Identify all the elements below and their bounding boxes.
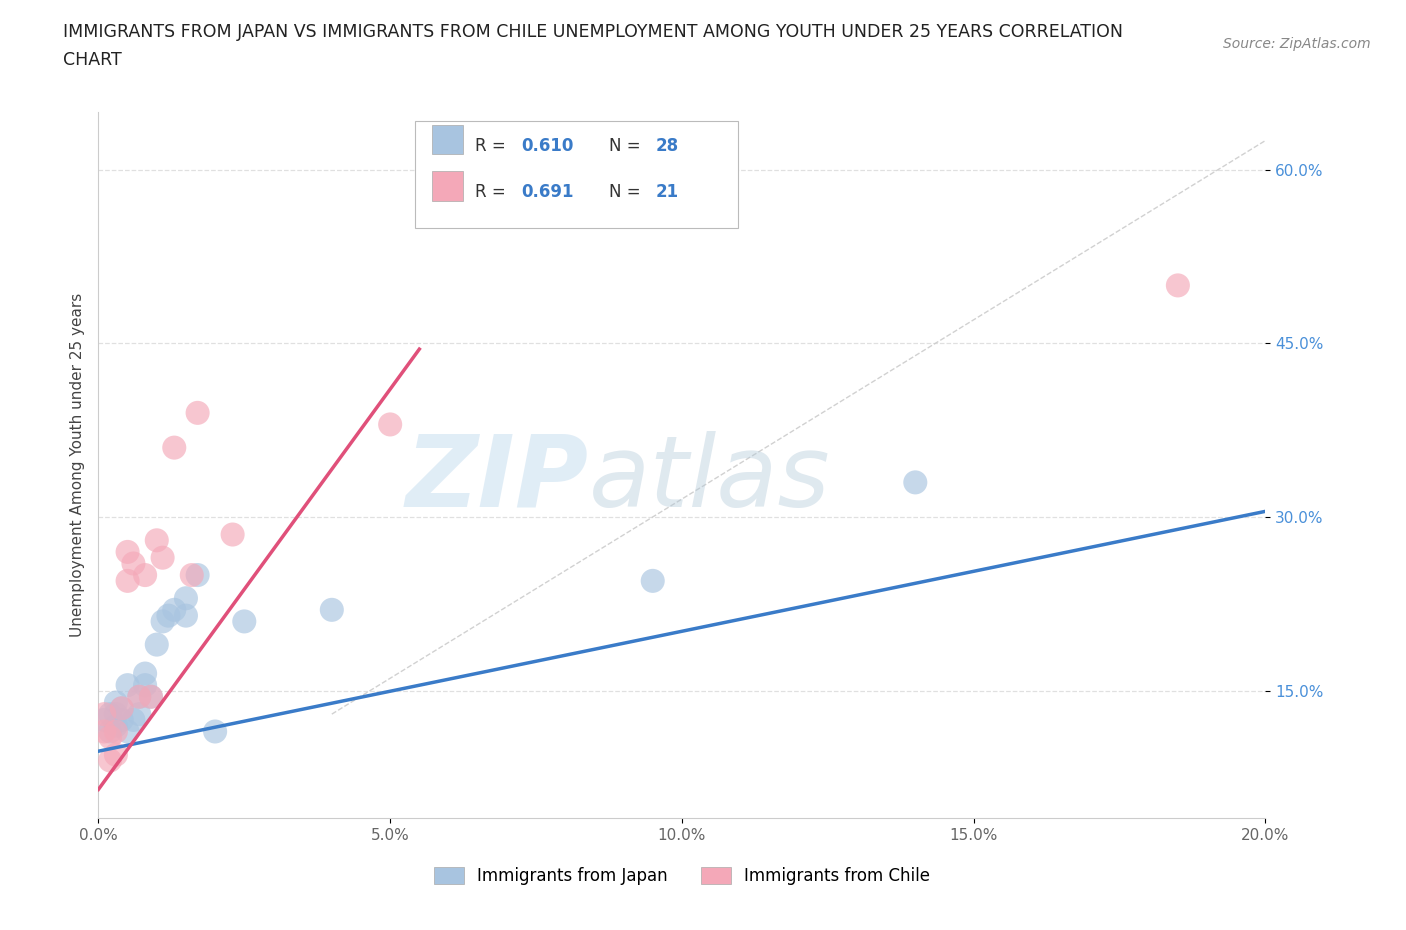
Point: [104, 718, 127, 733]
Point: [180, 567, 202, 582]
Text: 0.691: 0.691: [522, 183, 574, 201]
Y-axis label: Unemployment Among Youth under 25 years: Unemployment Among Youth under 25 years: [69, 293, 84, 637]
Point: [1167, 278, 1189, 293]
Point: [139, 689, 162, 704]
Point: [104, 695, 127, 710]
Point: [321, 603, 343, 618]
Point: [98, 724, 121, 739]
Point: [174, 591, 197, 605]
Point: [187, 405, 209, 420]
Point: [187, 567, 209, 582]
Point: [134, 678, 156, 693]
Text: 0.610: 0.610: [522, 137, 574, 154]
Point: [380, 417, 402, 432]
Point: [122, 712, 145, 727]
Text: R =: R =: [475, 183, 512, 201]
Point: [174, 608, 197, 623]
Text: 28: 28: [655, 137, 678, 154]
Point: [98, 707, 121, 722]
Point: [93, 724, 115, 739]
Point: [904, 475, 927, 490]
Point: [146, 533, 169, 548]
Point: [98, 753, 121, 768]
Point: [128, 689, 150, 704]
Text: 21: 21: [655, 183, 678, 201]
Point: [111, 701, 134, 716]
Point: [163, 603, 186, 618]
Point: [641, 574, 664, 589]
Point: [163, 440, 186, 455]
Text: ZIP: ZIP: [405, 431, 589, 527]
Point: [221, 527, 243, 542]
Legend: Immigrants from Japan, Immigrants from Chile: Immigrants from Japan, Immigrants from C…: [427, 860, 936, 891]
Point: [152, 551, 174, 565]
Point: [233, 614, 256, 629]
Point: [104, 747, 127, 762]
Point: [152, 614, 174, 629]
Point: [117, 724, 139, 739]
Point: [134, 666, 156, 681]
Text: CHART: CHART: [63, 51, 122, 69]
Point: [134, 567, 156, 582]
Point: [122, 556, 145, 571]
Text: atlas: atlas: [589, 431, 830, 527]
Point: [98, 730, 121, 745]
Point: [117, 678, 139, 693]
Point: [128, 707, 150, 722]
Text: IMMIGRANTS FROM JAPAN VS IMMIGRANTS FROM CHILE UNEMPLOYMENT AMONG YOUTH UNDER 25: IMMIGRANTS FROM JAPAN VS IMMIGRANTS FROM…: [63, 23, 1123, 41]
Point: [128, 689, 150, 704]
Point: [111, 712, 134, 727]
Text: N =: N =: [609, 137, 645, 154]
Text: N =: N =: [609, 183, 645, 201]
Point: [139, 689, 162, 704]
Text: R =: R =: [475, 137, 512, 154]
Point: [117, 544, 139, 559]
Point: [146, 637, 169, 652]
Point: [117, 574, 139, 589]
Point: [104, 707, 127, 722]
Point: [104, 724, 127, 739]
Point: [204, 724, 226, 739]
Text: Source: ZipAtlas.com: Source: ZipAtlas.com: [1223, 37, 1371, 51]
Point: [157, 608, 180, 623]
Point: [111, 701, 134, 716]
Point: [93, 712, 115, 727]
Point: [93, 707, 115, 722]
